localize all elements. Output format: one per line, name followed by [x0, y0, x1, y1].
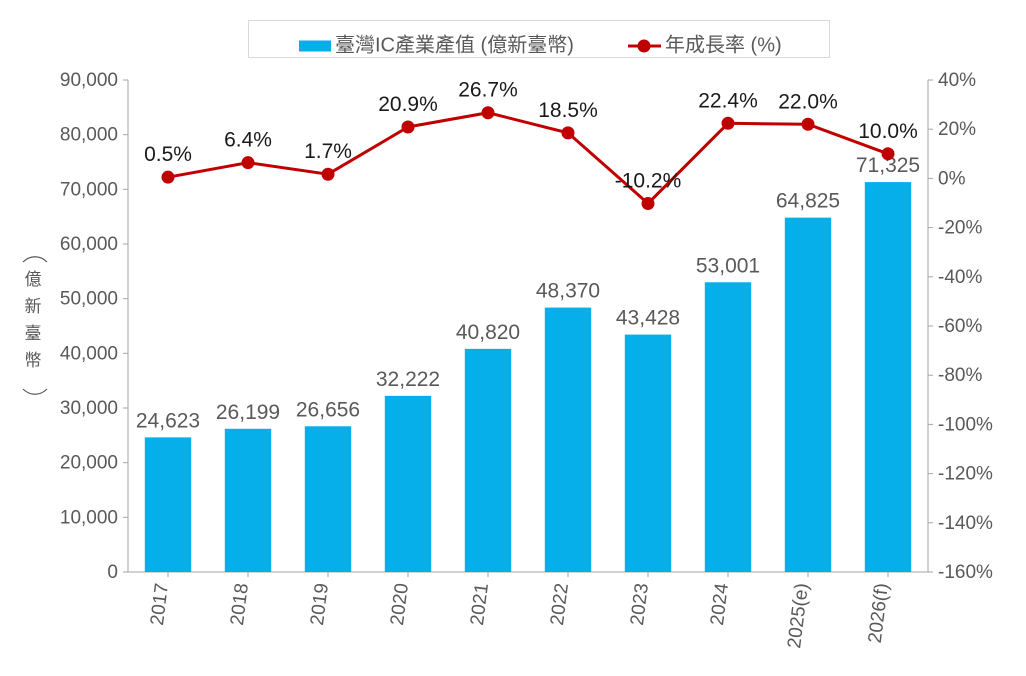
svg-text:64,825: 64,825	[776, 190, 840, 213]
svg-text:-120%: -120%	[938, 464, 993, 485]
svg-text:億: 億	[25, 270, 42, 289]
svg-text:-20%: -20%	[938, 218, 982, 239]
svg-text:26,656: 26,656	[296, 398, 360, 421]
svg-text:22.0%: 22.0%	[778, 90, 838, 113]
svg-text:22.4%: 22.4%	[698, 89, 758, 112]
svg-text:90,000: 90,000	[60, 70, 118, 91]
svg-text:1.7%: 1.7%	[304, 140, 352, 163]
svg-text:0: 0	[107, 562, 118, 583]
svg-text:0.5%: 0.5%	[144, 143, 192, 166]
svg-text:-40%: -40%	[938, 267, 982, 288]
svg-text:26,199: 26,199	[216, 401, 280, 424]
svg-text:30,000: 30,000	[60, 398, 118, 419]
svg-text:臺灣IC產業產值 (億新臺幣): 臺灣IC產業產值 (億新臺幣)	[335, 33, 574, 56]
svg-text:20.9%: 20.9%	[378, 93, 438, 116]
svg-text:48,370: 48,370	[536, 280, 600, 303]
svg-text:50,000: 50,000	[60, 289, 118, 310]
svg-text:40%: 40%	[938, 70, 976, 91]
svg-text:-80%: -80%	[938, 365, 982, 386]
svg-text:70,000: 70,000	[60, 179, 118, 200]
svg-text:-160%: -160%	[938, 562, 993, 583]
svg-text:20,000: 20,000	[60, 453, 118, 474]
svg-text:-100%: -100%	[938, 414, 993, 435]
svg-text:10.0%: 10.0%	[858, 120, 918, 143]
svg-text:年成長率 (%): 年成長率 (%)	[665, 33, 782, 56]
svg-text:20%: 20%	[938, 119, 976, 140]
svg-text:-10.2%: -10.2%	[615, 169, 682, 192]
svg-text:32,222: 32,222	[376, 368, 440, 391]
svg-text:53,001: 53,001	[696, 254, 760, 277]
svg-text:26.7%: 26.7%	[458, 79, 518, 102]
svg-text:新: 新	[25, 297, 42, 316]
svg-text:6.4%: 6.4%	[224, 129, 272, 152]
svg-text:0%: 0%	[938, 168, 966, 189]
svg-text:24,623: 24,623	[136, 409, 200, 432]
svg-text:幣: 幣	[25, 351, 42, 370]
svg-text:-60%: -60%	[938, 316, 982, 337]
svg-text:40,000: 40,000	[60, 343, 118, 364]
svg-text:40,820: 40,820	[456, 321, 520, 344]
svg-text:43,428: 43,428	[616, 307, 680, 330]
svg-text:臺: 臺	[25, 324, 42, 343]
svg-text:18.5%: 18.5%	[538, 99, 598, 122]
svg-text:80,000: 80,000	[60, 125, 118, 146]
svg-text:-140%: -140%	[938, 513, 993, 534]
svg-text:10,000: 10,000	[60, 507, 118, 528]
svg-text:60,000: 60,000	[60, 234, 118, 255]
